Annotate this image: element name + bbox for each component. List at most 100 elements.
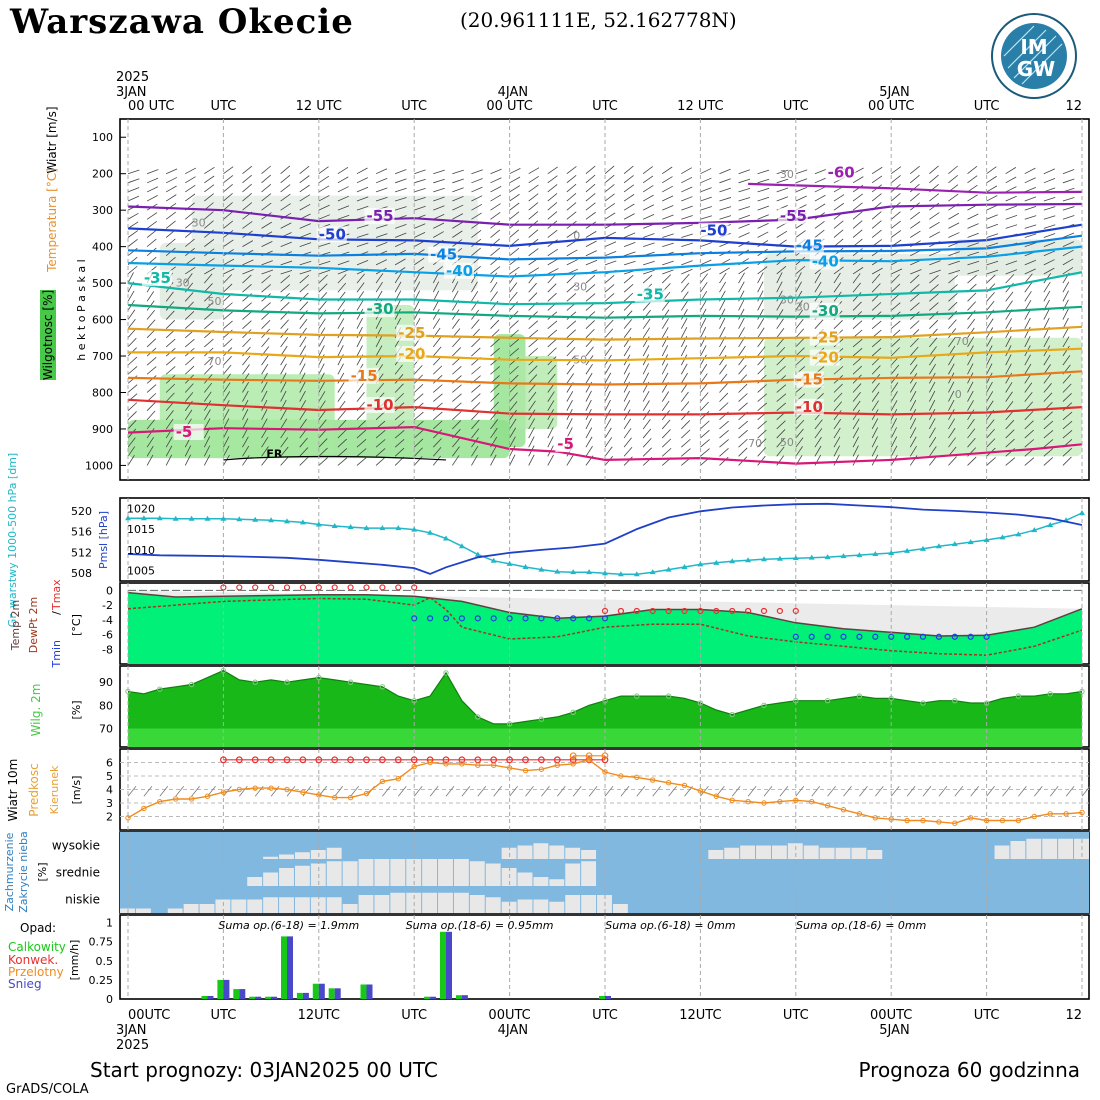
wind-barb xyxy=(1005,291,1014,302)
precip-tick: 0.5 xyxy=(96,955,114,968)
wind-barb xyxy=(528,175,539,184)
wind-barb xyxy=(242,408,249,421)
gust-marker xyxy=(299,756,307,764)
wind-barb xyxy=(871,418,879,430)
wind-barb xyxy=(490,319,500,329)
wind-barb xyxy=(661,363,669,375)
wind-10m-barb xyxy=(286,786,296,797)
wind-barb xyxy=(1062,232,1075,238)
humidity-contour-label: 50 xyxy=(780,436,794,449)
wind-barb xyxy=(585,240,597,247)
wind-10m-label: Wiatr 10m xyxy=(6,759,20,822)
wind-10m-barb xyxy=(493,786,503,797)
tmin-marker xyxy=(442,615,450,622)
wind-barb xyxy=(566,283,577,293)
wind-barb xyxy=(375,457,386,466)
wind-barb xyxy=(223,274,233,284)
cloud-cell-low xyxy=(501,901,517,913)
wind-barb xyxy=(929,390,936,402)
wind-barb xyxy=(261,260,273,266)
wind-speed-marker xyxy=(379,778,386,785)
wind-barb xyxy=(471,454,478,466)
wind-barb xyxy=(681,224,693,229)
wind-barb xyxy=(452,178,464,184)
humidity-unit: [%] xyxy=(70,700,83,719)
wind-barb xyxy=(929,328,938,339)
wind-barb xyxy=(662,260,674,266)
wind-barb xyxy=(318,327,326,338)
wind-barb xyxy=(852,229,863,238)
wind-barb xyxy=(337,300,346,311)
wind-barb xyxy=(795,337,805,348)
wind-barb xyxy=(318,214,331,220)
temperature-tick: -4 xyxy=(102,614,113,627)
wind-barb xyxy=(223,239,234,247)
wind-barb xyxy=(623,175,634,184)
humidity-contour-label: 50 xyxy=(208,295,222,308)
wind-barb xyxy=(471,203,483,211)
wind-barb xyxy=(204,193,214,202)
wind-10m-barb xyxy=(477,786,487,797)
wind-barb xyxy=(165,238,176,247)
wind-barb xyxy=(929,165,939,175)
wind-speed-marker xyxy=(570,761,576,767)
humidity-marker xyxy=(1015,693,1022,699)
cloud-cell-low xyxy=(438,892,453,913)
precip-total-bar xyxy=(217,979,224,999)
tmax-marker xyxy=(331,584,338,591)
wind-barb xyxy=(681,215,693,220)
wind-barb xyxy=(299,274,310,284)
wind-barb xyxy=(433,214,445,220)
wind-barb xyxy=(280,284,291,293)
time-label-top: UTC xyxy=(592,99,618,114)
wind-barb xyxy=(967,409,975,421)
isotherm-label-bg xyxy=(634,286,665,303)
wind-barb xyxy=(337,336,344,348)
wind-barb xyxy=(165,310,175,320)
pressure-tick-label: 700 xyxy=(92,350,113,363)
wind-barb xyxy=(1062,258,1074,266)
wind-barb xyxy=(204,382,213,393)
wind-barb xyxy=(681,242,693,248)
wind-barb xyxy=(948,222,960,229)
wind-barb xyxy=(700,448,710,457)
wind-barb xyxy=(852,338,863,348)
precip-snow-bar xyxy=(318,983,325,999)
wind-barb xyxy=(547,436,554,448)
wind-barb xyxy=(1024,186,1037,193)
cloud-cell-mid xyxy=(469,861,485,886)
wind-barb xyxy=(776,187,789,193)
wind-barb xyxy=(261,436,269,448)
wind-barb xyxy=(929,231,941,238)
wind-barb xyxy=(566,373,575,384)
wind-barb xyxy=(509,392,518,402)
wind-barb xyxy=(184,338,195,348)
wind-barb xyxy=(490,419,499,430)
wind-barb xyxy=(165,291,174,302)
wind-barb xyxy=(948,399,955,411)
wind-barb xyxy=(681,176,693,184)
precip-unit: [mm/h] xyxy=(68,940,81,981)
wind-barb xyxy=(299,292,309,302)
wind-barb xyxy=(433,169,445,175)
wind-barb xyxy=(910,274,920,284)
pressure-tick-label: 800 xyxy=(92,386,113,399)
geopotential-marker xyxy=(538,566,545,572)
geopotential-marker xyxy=(745,557,752,563)
wind-barb xyxy=(681,420,691,430)
tmin-marker xyxy=(427,615,434,622)
wind-barb xyxy=(604,275,615,284)
wind-barb xyxy=(909,337,919,348)
wind-barb xyxy=(700,268,712,275)
wind-barb xyxy=(967,292,977,302)
wind-barb xyxy=(528,320,539,329)
wind-barb xyxy=(223,184,233,193)
wind-barb xyxy=(204,311,214,320)
humidity-marker xyxy=(157,686,163,692)
wind-barb xyxy=(204,356,214,366)
wind-barb xyxy=(776,290,783,302)
precip-snow-bar xyxy=(207,995,214,999)
wind-barb xyxy=(337,419,347,430)
wind-barb xyxy=(833,229,844,238)
wind-barb xyxy=(890,175,901,184)
